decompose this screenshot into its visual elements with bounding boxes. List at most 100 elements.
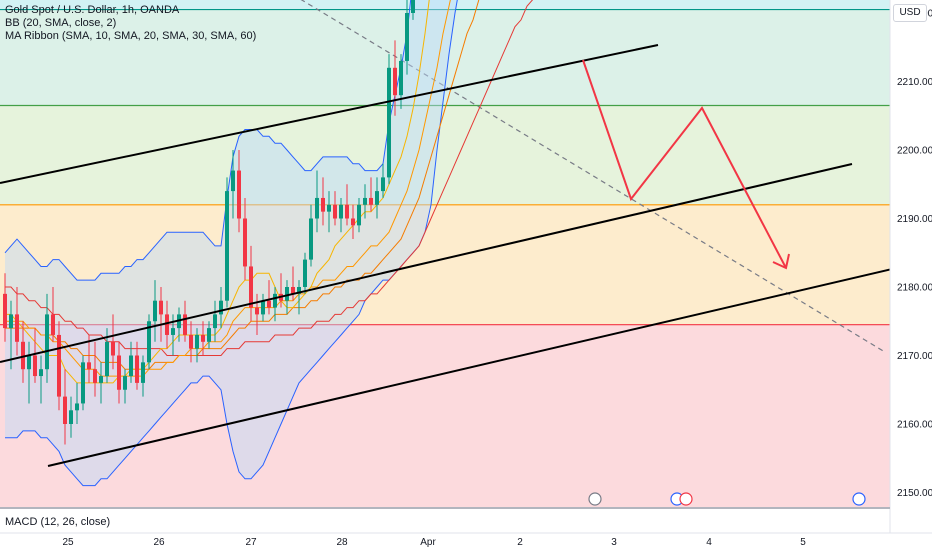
candle-body xyxy=(387,67,391,178)
bb-lower-line xyxy=(5,0,458,487)
x-tick-label: 26 xyxy=(153,537,165,548)
y-tick-label: 2170.000 xyxy=(897,351,932,362)
candle-body xyxy=(267,300,271,308)
x-tick-label: 28 xyxy=(336,537,348,548)
candle-body xyxy=(297,287,301,294)
channel-upper-line xyxy=(0,44,659,184)
candle-body xyxy=(219,300,223,315)
macd-legend: MACD (12, 26, close) xyxy=(5,516,111,528)
bb-legend: BB (20, SMA, close, 2) xyxy=(5,17,117,29)
candle-body xyxy=(183,314,187,335)
y-tick-label: 2150.000 xyxy=(897,488,932,499)
candle-body xyxy=(303,259,307,287)
candle-body xyxy=(249,266,253,308)
candle-body xyxy=(27,355,31,370)
candle-body xyxy=(363,197,367,205)
y-tick-label: 2180.000 xyxy=(897,283,932,294)
x-tick-label: Apr xyxy=(420,537,436,548)
candle-body xyxy=(171,328,175,335)
candle-body xyxy=(321,197,325,212)
y-tick-label: 2160.000 xyxy=(897,420,932,431)
projection-arrowhead xyxy=(772,253,790,270)
candle-body xyxy=(309,218,313,260)
channel-middle-line xyxy=(0,163,853,363)
candle-body xyxy=(57,334,61,397)
candle-body xyxy=(75,403,79,411)
candle-body xyxy=(255,307,259,315)
candle-body xyxy=(225,191,229,301)
candle-body xyxy=(99,376,103,383)
candle-body xyxy=(135,355,139,383)
candle-body xyxy=(129,355,133,377)
candle-body xyxy=(315,197,319,219)
candle-body xyxy=(411,0,415,13)
channel-lower-line xyxy=(47,268,893,467)
dashed-trendline xyxy=(300,0,886,353)
candle-body xyxy=(243,218,247,267)
candle-body xyxy=(339,204,343,219)
candle-body xyxy=(51,314,55,335)
candle-body xyxy=(351,218,355,226)
chart-title: Gold Spot / U.S. Dollar, 1h, OANDA xyxy=(5,4,180,16)
candle-body xyxy=(189,334,193,349)
candle-body xyxy=(3,293,7,329)
candle-body xyxy=(63,396,67,424)
candle-body xyxy=(147,321,151,363)
candle-body xyxy=(81,362,85,404)
candle-body xyxy=(117,355,121,390)
candle-body xyxy=(9,314,13,329)
candle-body xyxy=(375,191,379,205)
candle-body xyxy=(381,177,385,192)
candle-body xyxy=(39,369,43,377)
projection-path xyxy=(582,59,787,269)
zone-2 xyxy=(0,0,890,10)
candle-body xyxy=(153,300,157,322)
candle-body xyxy=(273,293,277,308)
x-tick-label: 4 xyxy=(706,537,712,548)
event-marker-icon xyxy=(852,492,866,506)
candle-body xyxy=(33,355,37,377)
candle-body xyxy=(141,362,145,383)
ma60-line xyxy=(5,0,534,356)
candle-body xyxy=(345,204,349,219)
y-tick-label: 2190.000 xyxy=(897,214,932,225)
candle-body xyxy=(327,204,331,212)
candle-body xyxy=(69,410,73,424)
candle-body xyxy=(405,13,409,61)
x-tick-label: 2 xyxy=(517,537,523,548)
currency-button[interactable]: USD xyxy=(893,4,927,22)
candle-body xyxy=(105,341,109,377)
candle-body xyxy=(393,67,397,96)
candle-body xyxy=(123,376,127,390)
bb-upper-line xyxy=(4,0,412,281)
x-tick-label: 27 xyxy=(245,537,257,548)
candle-body xyxy=(231,170,235,192)
candle-body xyxy=(237,170,241,219)
candle-body xyxy=(45,314,49,370)
x-tick-label: 5 xyxy=(800,537,806,548)
candle-body xyxy=(93,369,97,383)
candle-body xyxy=(333,204,337,219)
candle-body xyxy=(213,314,217,329)
candle-body xyxy=(399,60,403,96)
time-axis xyxy=(0,533,932,550)
candle-body xyxy=(369,197,373,205)
y-tick-label: 2200.000 xyxy=(897,146,932,157)
candle-body xyxy=(195,334,199,349)
candle-body xyxy=(285,287,289,301)
candle-body xyxy=(357,204,361,226)
candle-body xyxy=(15,314,19,342)
event-marker-icon xyxy=(679,492,693,506)
x-tick-label: 3 xyxy=(611,537,617,548)
zone-4 xyxy=(0,105,890,205)
candle-body xyxy=(111,341,115,356)
x-tick-label: 25 xyxy=(62,537,74,548)
ribbon-legend: MA Ribbon (SMA, 10, SMA, 20, SMA, 30, SM… xyxy=(5,30,257,42)
event-marker-icon xyxy=(588,492,602,506)
candle-body xyxy=(87,362,91,370)
candle-body xyxy=(201,334,205,342)
candle-body xyxy=(21,341,25,370)
y-tick-label: 2210.000 xyxy=(897,77,932,88)
